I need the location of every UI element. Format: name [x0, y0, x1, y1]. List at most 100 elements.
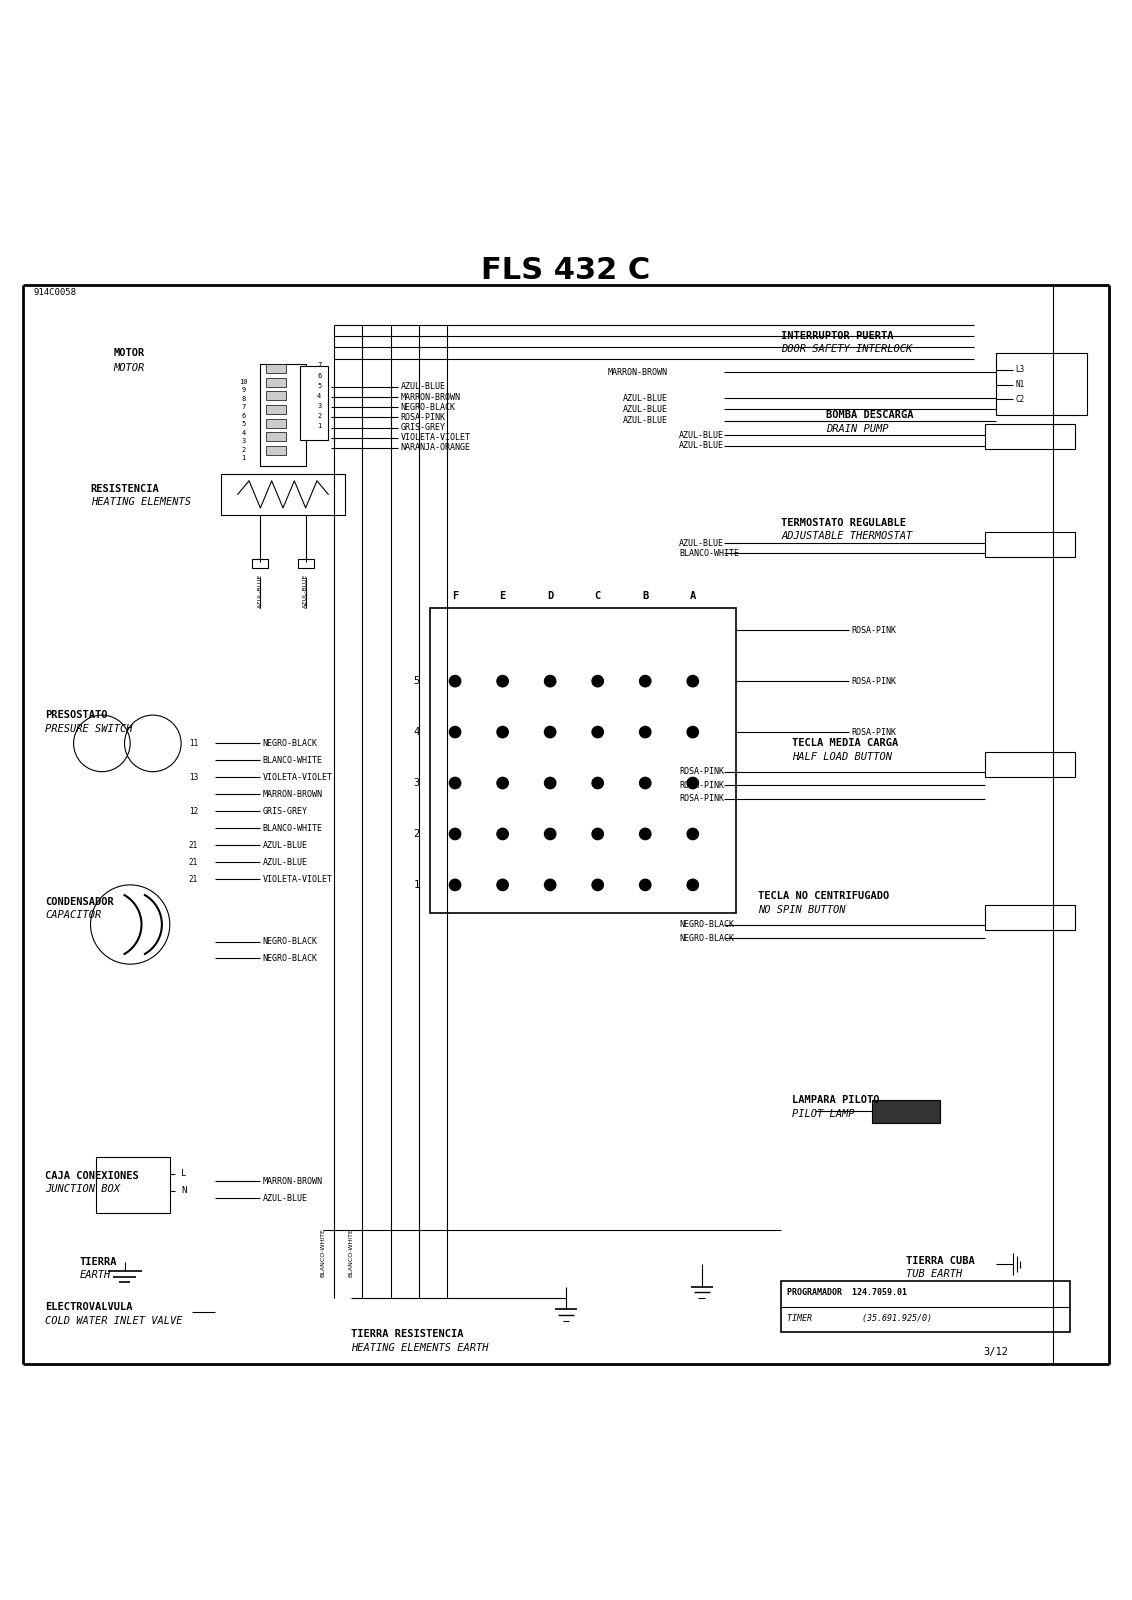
Text: EARTH: EARTH	[79, 1270, 111, 1280]
Text: 7: 7	[241, 405, 246, 410]
Text: C: C	[594, 592, 601, 602]
Bar	[985, 424, 1075, 450]
Circle shape	[449, 726, 461, 738]
Bar	[985, 752, 1075, 778]
Bar	[985, 906, 1075, 930]
Text: AZUL-BLUE: AZUL-BLUE	[679, 442, 724, 450]
Text: MARRON-BROWN: MARRON-BROWN	[608, 368, 668, 376]
Text: GRIS-GREY: GRIS-GREY	[263, 806, 308, 816]
Text: 2: 2	[241, 446, 246, 453]
Circle shape	[640, 880, 651, 891]
Text: HEATING ELEMENTS: HEATING ELEMENTS	[91, 498, 190, 507]
Text: AZUL-BLUE: AZUL-BLUE	[401, 382, 446, 392]
Text: COLD WATER INLET VALVE: COLD WATER INLET VALVE	[45, 1315, 182, 1326]
Bar	[872, 1099, 940, 1123]
Text: ELECTROVALVULA: ELECTROVALVULA	[45, 1302, 132, 1312]
Text: D: D	[547, 592, 554, 602]
Text: BLANCO-WHITE: BLANCO-WHITE	[349, 1229, 353, 1277]
Bar	[300, 366, 328, 440]
Text: 4: 4	[317, 394, 321, 398]
Text: TIERRA: TIERRA	[79, 1258, 117, 1267]
Circle shape	[592, 880, 603, 891]
Circle shape	[687, 675, 698, 686]
Text: BOMBA DESCARGA: BOMBA DESCARGA	[826, 410, 914, 421]
Text: 21: 21	[189, 840, 198, 850]
Text: TECLA NO CENTRIFUGADO: TECLA NO CENTRIFUGADO	[758, 891, 890, 901]
Text: VIOLETA-VIOLET: VIOLETA-VIOLET	[401, 434, 471, 442]
Bar	[266, 419, 286, 427]
Text: 3: 3	[241, 438, 246, 445]
Text: MOTOR: MOTOR	[113, 363, 145, 373]
Text: HEATING ELEMENTS EARTH: HEATING ELEMENTS EARTH	[351, 1342, 488, 1354]
Text: E: E	[499, 592, 506, 602]
Text: 5: 5	[413, 677, 420, 686]
Text: 4: 4	[241, 430, 246, 435]
Text: ROSA-PINK: ROSA-PINK	[679, 794, 724, 803]
Text: AZUL-BLUE: AZUL-BLUE	[303, 573, 308, 608]
Bar	[985, 531, 1075, 557]
Text: DRAIN PUMP: DRAIN PUMP	[826, 424, 889, 434]
Circle shape	[640, 726, 651, 738]
Text: AZUL-BLUE: AZUL-BLUE	[679, 539, 724, 547]
Text: MOTOR: MOTOR	[113, 347, 145, 358]
Text: NARANJA-ORANGE: NARANJA-ORANGE	[401, 443, 471, 453]
Text: AZUL-BLUE: AZUL-BLUE	[263, 840, 308, 850]
Text: NEGRO-BLACK: NEGRO-BLACK	[263, 954, 318, 963]
Text: L3: L3	[1015, 365, 1024, 374]
Circle shape	[544, 726, 556, 738]
Circle shape	[640, 675, 651, 686]
Text: VIOLETA-VIOLET: VIOLETA-VIOLET	[263, 773, 333, 782]
Text: N1: N1	[1015, 381, 1024, 389]
Text: TERMOSTATO REGULABLE: TERMOSTATO REGULABLE	[781, 518, 906, 528]
Circle shape	[592, 778, 603, 789]
Text: 13: 13	[189, 773, 198, 782]
Bar	[266, 446, 286, 454]
Text: PRESOSTATO: PRESOSTATO	[45, 710, 108, 720]
Text: MARRON-BROWN: MARRON-BROWN	[401, 392, 461, 402]
Bar	[260, 365, 306, 466]
Text: A: A	[689, 592, 696, 602]
Text: 5: 5	[241, 421, 246, 427]
Text: CONDENSADOR: CONDENSADOR	[45, 898, 114, 907]
Text: TIERRA CUBA: TIERRA CUBA	[906, 1256, 975, 1266]
Text: ROSA-PINK: ROSA-PINK	[851, 677, 897, 686]
Text: 914C0058: 914C0058	[34, 288, 77, 298]
Text: 2: 2	[413, 829, 420, 838]
Bar	[266, 378, 286, 387]
Text: AZUL-BLUE: AZUL-BLUE	[263, 1194, 308, 1203]
Circle shape	[544, 829, 556, 840]
Bar	[266, 392, 286, 400]
Text: BLANCO-WHITE: BLANCO-WHITE	[263, 824, 323, 832]
Text: 2: 2	[317, 413, 321, 419]
Text: 3: 3	[317, 403, 321, 410]
Text: AZUL-BLUE: AZUL-BLUE	[258, 573, 263, 608]
Text: ROSA-PINK: ROSA-PINK	[679, 766, 724, 776]
Text: TIMER          (35.691.925/0): TIMER (35.691.925/0)	[787, 1314, 932, 1323]
Text: RESISTENCIA: RESISTENCIA	[91, 483, 160, 494]
Bar	[298, 558, 314, 568]
Text: N: N	[181, 1186, 187, 1195]
Circle shape	[449, 675, 461, 686]
Text: AZUL-BLUE: AZUL-BLUE	[623, 416, 668, 426]
Text: PILOT LAMP: PILOT LAMP	[792, 1109, 855, 1118]
Text: NEGRO-BLACK: NEGRO-BLACK	[679, 934, 735, 942]
Text: 3: 3	[413, 778, 420, 789]
Bar	[252, 558, 268, 568]
Bar	[221, 474, 345, 515]
Circle shape	[687, 880, 698, 891]
Text: BLANCO-WHITE: BLANCO-WHITE	[679, 549, 739, 558]
Text: NEGRO-BLACK: NEGRO-BLACK	[263, 739, 318, 747]
Circle shape	[497, 675, 508, 686]
Circle shape	[640, 778, 651, 789]
Text: 9: 9	[241, 387, 246, 394]
Text: 12: 12	[189, 806, 198, 816]
Text: ROSA-PINK: ROSA-PINK	[679, 781, 724, 790]
Text: GRIS-GREY: GRIS-GREY	[401, 422, 446, 432]
Circle shape	[449, 880, 461, 891]
Text: B: B	[642, 592, 649, 602]
Text: AZUL-BLUE: AZUL-BLUE	[679, 430, 724, 440]
Text: CAJA CONEXIONES: CAJA CONEXIONES	[45, 1171, 139, 1181]
Text: NEGRO-BLACK: NEGRO-BLACK	[263, 938, 318, 946]
Circle shape	[592, 675, 603, 686]
Text: HALF LOAD BUTTON: HALF LOAD BUTTON	[792, 752, 892, 762]
